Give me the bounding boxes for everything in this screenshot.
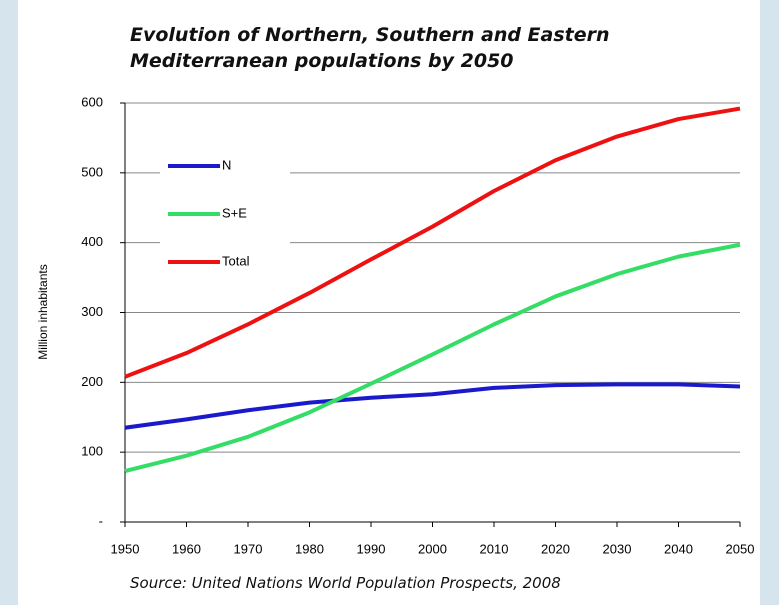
x-tick-label: 2040 [664, 541, 693, 556]
y-tick-label: 400 [81, 234, 103, 249]
y-tick-label: 100 [81, 444, 103, 459]
chart-title: Evolution of Northern, Southern and East… [130, 24, 610, 72]
legend-label: N [222, 157, 231, 172]
y-tick-label: 200 [81, 374, 103, 389]
y-tick-label: 600 [81, 94, 103, 109]
source-note: Source: United Nations World Population … [130, 574, 561, 592]
x-tick-label: 1990 [357, 541, 386, 556]
x-tick-label: 2030 [603, 541, 632, 556]
legend-label: Total [222, 253, 250, 268]
x-tick-label: 2020 [541, 541, 570, 556]
y-tick-label: 500 [81, 164, 103, 179]
x-tick-label: 2050 [726, 541, 755, 556]
x-tick-label: 1970 [234, 541, 263, 556]
series-line [124, 106, 741, 379]
x-tick-label: 1950 [111, 541, 140, 556]
y-tick-label: - [99, 513, 103, 528]
legend-label: S+E [222, 205, 247, 220]
y-axis-label: Million inhabitants [36, 264, 50, 359]
series-line [124, 242, 741, 473]
y-tick-label: 300 [81, 304, 103, 319]
series-line [124, 382, 741, 430]
x-tick-label: 2000 [418, 541, 447, 556]
x-tick-label: 1980 [295, 541, 324, 556]
x-tick-label: 1960 [172, 541, 201, 556]
x-tick-label: 2010 [480, 541, 509, 556]
panel [18, 0, 760, 605]
